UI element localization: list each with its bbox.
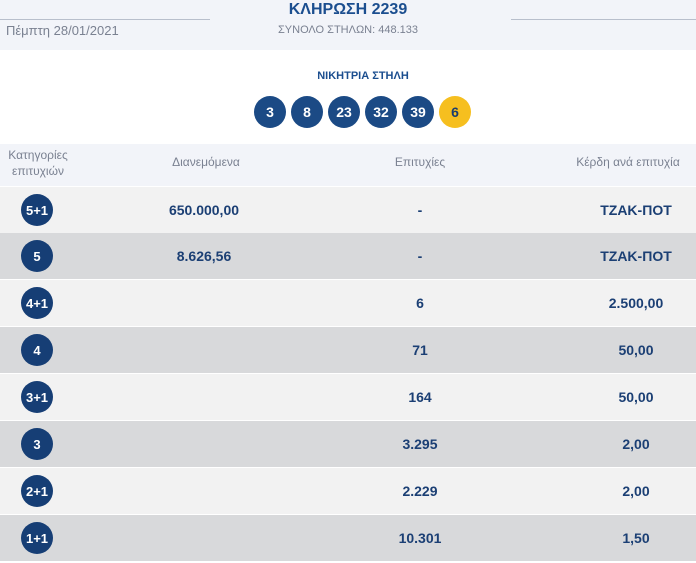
- draw-header: Πέμπτη 28/01/2021 ΚΛΗΡΩΣΗ 2239 ΣΥΝΟΛΟ ΣΤ…: [0, 0, 696, 50]
- winnings-per-success: 2,00: [622, 436, 650, 452]
- table-row: 2+1 2.229 2,00: [0, 468, 696, 514]
- winning-number-ball: 32: [365, 96, 397, 128]
- table-row: 3 3.295 2,00: [0, 421, 696, 467]
- winnings-per-success: 1,50: [622, 530, 650, 546]
- winnings-per-success: 50,00: [618, 389, 654, 405]
- table-row: 5 8.626,56 - ΤΖΑΚ-ΠΟΤ: [0, 233, 696, 279]
- successes-count: 2.229: [402, 483, 438, 499]
- distributed-amount: 8.626,56: [176, 248, 232, 264]
- table-row: 4 71 50,00: [0, 327, 696, 373]
- winning-number-ball: 39: [402, 96, 434, 128]
- successes-count: -: [417, 202, 423, 218]
- category-badge: 4+1: [21, 287, 53, 319]
- header-successes: Επιτυχίες: [394, 155, 446, 169]
- winning-number-ball: 23: [328, 96, 360, 128]
- header-divider-right: [511, 19, 696, 20]
- winnings-per-success: 50,00: [618, 342, 654, 358]
- header-category-line1: Κατηγορίες: [8, 148, 68, 162]
- successes-count: 6: [416, 295, 424, 311]
- category-badge: 3: [21, 428, 53, 460]
- header-category: Κατηγορίες επιτυχιών: [0, 147, 76, 179]
- winnings-per-success: ΤΖΑΚ-ΠΟΤ: [600, 248, 672, 264]
- category-badge: 3+1: [21, 381, 53, 413]
- draw-title: ΚΛΗΡΩΣΗ 2239: [288, 1, 408, 18]
- winning-number-ball: 3: [254, 96, 286, 128]
- winnings-per-success: ΤΖΑΚ-ΠΟΤ: [600, 202, 672, 218]
- results-table-header: Κατηγορίες επιτυχιών Διανεμόμενα Επιτυχί…: [0, 144, 696, 186]
- successes-count: 10.301: [398, 530, 442, 546]
- header-winnings: Κέρδη ανά επιτυχία: [576, 155, 680, 169]
- successes-count: 164: [408, 389, 432, 405]
- draw-date: Πέμπτη 28/01/2021: [6, 23, 119, 38]
- category-badge: 5+1: [21, 194, 53, 226]
- successes-count: 71: [412, 342, 428, 358]
- joker-number-ball: 6: [439, 96, 471, 128]
- table-row: 3+1 164 50,00: [0, 374, 696, 420]
- header-distributed: Διανεμόμενα: [172, 155, 240, 169]
- table-row: 1+1 10.301 1,50: [0, 515, 696, 561]
- category-badge: 1+1: [21, 522, 53, 554]
- distributed-amount: 650.000,00: [168, 202, 240, 218]
- header-divider-left: [0, 19, 210, 20]
- total-columns: ΣΥΝΟΛΟ ΣΤΗΛΩΝ: 448.133: [277, 24, 419, 36]
- category-badge: 5: [21, 240, 53, 272]
- table-row: 5+1 650.000,00 - ΤΖΑΚ-ΠΟΤ: [0, 187, 696, 233]
- winning-number-ball: 8: [291, 96, 323, 128]
- table-row: 4+1 6 2.500,00: [0, 280, 696, 326]
- header-category-line2: επιτυχιών: [12, 164, 64, 178]
- category-badge: 2+1: [21, 475, 53, 507]
- winning-numbers: 3 8 23 32 39 6: [254, 96, 471, 128]
- winnings-per-success: 2.500,00: [608, 295, 664, 311]
- winnings-per-success: 2,00: [622, 483, 650, 499]
- winning-column-label: ΝΙΚΗΤΡΙΑ ΣΤΗΛΗ: [317, 70, 409, 82]
- successes-count: -: [417, 248, 423, 264]
- successes-count: 3.295: [402, 436, 438, 452]
- category-badge: 4: [21, 334, 53, 366]
